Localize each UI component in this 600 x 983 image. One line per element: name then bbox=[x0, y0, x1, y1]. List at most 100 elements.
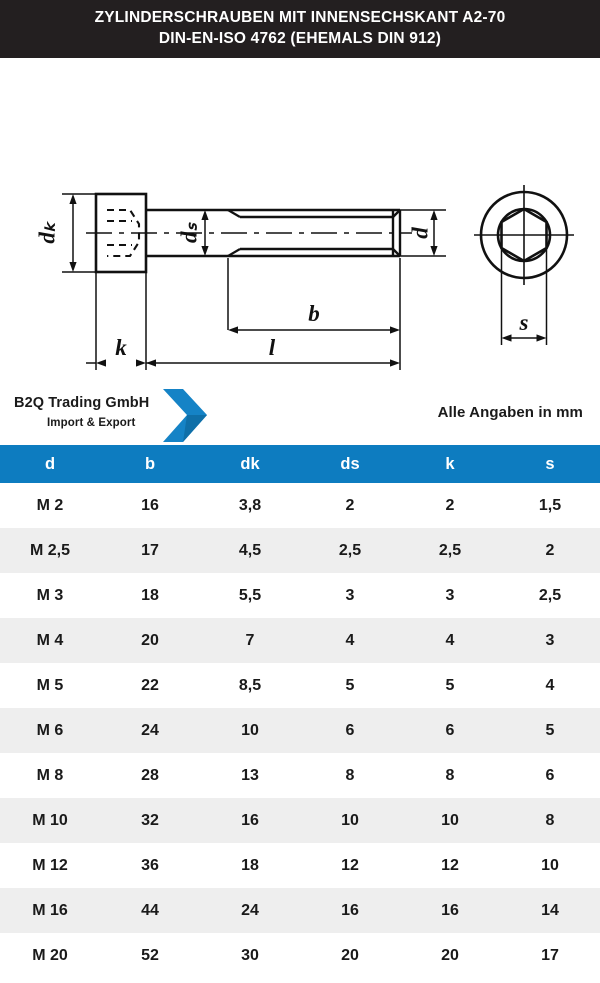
arrow-b-right bbox=[390, 326, 400, 334]
screw-thread-body bbox=[228, 208, 400, 258]
cell-k: 10 bbox=[400, 798, 500, 843]
cell-ds: 8 bbox=[300, 753, 400, 798]
cell-d: M 12 bbox=[0, 843, 100, 888]
column-header-dk: dk bbox=[200, 445, 300, 483]
cell-ds: 5 bbox=[300, 663, 400, 708]
cell-d: M 4 bbox=[0, 618, 100, 663]
column-header-k: k bbox=[400, 445, 500, 483]
cell-k: 20 bbox=[400, 933, 500, 978]
company-tagline: Import & Export bbox=[47, 417, 136, 429]
cell-dk: 8,5 bbox=[200, 663, 300, 708]
table-body: M 2 16 3,8 2 2 1,5 M 2,5 17 4,5 2,5 2,5 2 M 3 18 5,5 3 3… bbox=[0, 483, 600, 978]
cell-k: 2 bbox=[400, 483, 500, 528]
branding-band: B2Q Trading GmbH Import & Export Alle An… bbox=[0, 388, 600, 445]
label-b: b bbox=[308, 301, 320, 326]
arrow-b-left bbox=[228, 326, 238, 334]
arrow-d-bottom bbox=[430, 246, 438, 256]
end-view-centerlines bbox=[474, 185, 574, 285]
arrow-s-left bbox=[501, 334, 512, 342]
cell-d: M 2,5 bbox=[0, 528, 100, 573]
table-row: M 4 20 7 4 4 3 bbox=[0, 618, 600, 663]
arrow-l-right bbox=[390, 359, 400, 367]
cell-d: M 5 bbox=[0, 663, 100, 708]
label-k: k bbox=[115, 335, 127, 360]
label-dk: dₖ bbox=[34, 220, 59, 244]
cell-ds: 10 bbox=[300, 798, 400, 843]
table-row: M 2 16 3,8 2 2 1,5 bbox=[0, 483, 600, 528]
cell-dk: 7 bbox=[200, 618, 300, 663]
cell-s: 3 bbox=[500, 618, 600, 663]
arrow-dk-bottom bbox=[69, 262, 77, 272]
cell-k: 2,5 bbox=[400, 528, 500, 573]
cell-s: 2,5 bbox=[500, 573, 600, 618]
cell-s: 17 bbox=[500, 933, 600, 978]
cell-b: 24 bbox=[100, 708, 200, 753]
column-header-s: s bbox=[500, 445, 600, 483]
cell-dk: 30 bbox=[200, 933, 300, 978]
cell-b: 17 bbox=[100, 528, 200, 573]
cell-k: 6 bbox=[400, 708, 500, 753]
arrow-dk-top bbox=[69, 194, 77, 204]
extension-lines bbox=[95, 258, 401, 370]
cell-s: 8 bbox=[500, 798, 600, 843]
cell-dk: 10 bbox=[200, 708, 300, 753]
cell-dk: 24 bbox=[200, 888, 300, 933]
table-row: M 10 32 16 10 10 8 bbox=[0, 798, 600, 843]
table-row: M 3 18 5,5 3 3 2,5 bbox=[0, 573, 600, 618]
dimension-dk bbox=[62, 193, 100, 273]
cell-k: 4 bbox=[400, 618, 500, 663]
screw-dimensions-table: d b dk ds k s M 2 16 3,8 2 2 1,5 M 2,5 17 4,5 2,5… bbox=[0, 445, 600, 978]
page-title-line-1: Zylinderschrauben mit Innensechskant A2-… bbox=[94, 9, 506, 27]
label-d: d bbox=[407, 227, 432, 239]
label-s: s bbox=[519, 310, 529, 335]
table-header-row: d b dk ds k s bbox=[0, 445, 600, 483]
cell-ds: 3 bbox=[300, 573, 400, 618]
table-row: M 8 28 13 8 8 6 bbox=[0, 753, 600, 798]
cell-d: M 20 bbox=[0, 933, 100, 978]
arrow-s-right bbox=[536, 334, 547, 342]
cell-b: 36 bbox=[100, 843, 200, 888]
cell-b: 22 bbox=[100, 663, 200, 708]
company-name: B2Q Trading GmbH bbox=[14, 395, 150, 411]
cell-d: M 16 bbox=[0, 888, 100, 933]
cell-s: 1,5 bbox=[500, 483, 600, 528]
cell-k: 5 bbox=[400, 663, 500, 708]
cell-d: M 8 bbox=[0, 753, 100, 798]
cell-dk: 16 bbox=[200, 798, 300, 843]
arrow-k-right bbox=[136, 359, 146, 367]
cell-d: M 10 bbox=[0, 798, 100, 843]
cell-s: 2 bbox=[500, 528, 600, 573]
column-header-b: b bbox=[100, 445, 200, 483]
cell-s: 14 bbox=[500, 888, 600, 933]
table-row: M 2,5 17 4,5 2,5 2,5 2 bbox=[0, 528, 600, 573]
cell-k: 16 bbox=[400, 888, 500, 933]
cell-ds: 6 bbox=[300, 708, 400, 753]
cell-ds: 16 bbox=[300, 888, 400, 933]
cell-k: 12 bbox=[400, 843, 500, 888]
label-l: l bbox=[269, 335, 276, 360]
technical-drawing: dₖ dₛ d b l k s bbox=[0, 58, 600, 388]
cell-k: 8 bbox=[400, 753, 500, 798]
cell-d: M 2 bbox=[0, 483, 100, 528]
page-title-bar: Zylinderschrauben mit Innensechskant A2-… bbox=[0, 0, 600, 58]
cell-dk: 4,5 bbox=[200, 528, 300, 573]
cell-b: 32 bbox=[100, 798, 200, 843]
cell-dk: 18 bbox=[200, 843, 300, 888]
cell-s: 10 bbox=[500, 843, 600, 888]
cell-s: 6 bbox=[500, 753, 600, 798]
dimension-s bbox=[500, 248, 548, 345]
screw-end bbox=[391, 209, 402, 257]
cell-b: 28 bbox=[100, 753, 200, 798]
arrow-d-top bbox=[430, 210, 438, 220]
column-header-ds: ds bbox=[300, 445, 400, 483]
cell-ds: 20 bbox=[300, 933, 400, 978]
arrow-ds-top bbox=[201, 210, 209, 220]
cell-k: 3 bbox=[400, 573, 500, 618]
cell-b: 52 bbox=[100, 933, 200, 978]
cell-b: 20 bbox=[100, 618, 200, 663]
units-note: Alle Angaben in mm bbox=[437, 404, 583, 421]
table-row: M 5 22 8,5 5 5 4 bbox=[0, 663, 600, 708]
company-logo: B2Q Trading GmbH Import & Export bbox=[14, 389, 207, 442]
cell-s: 5 bbox=[500, 708, 600, 753]
table-row: M 20 52 30 20 20 17 bbox=[0, 933, 600, 978]
